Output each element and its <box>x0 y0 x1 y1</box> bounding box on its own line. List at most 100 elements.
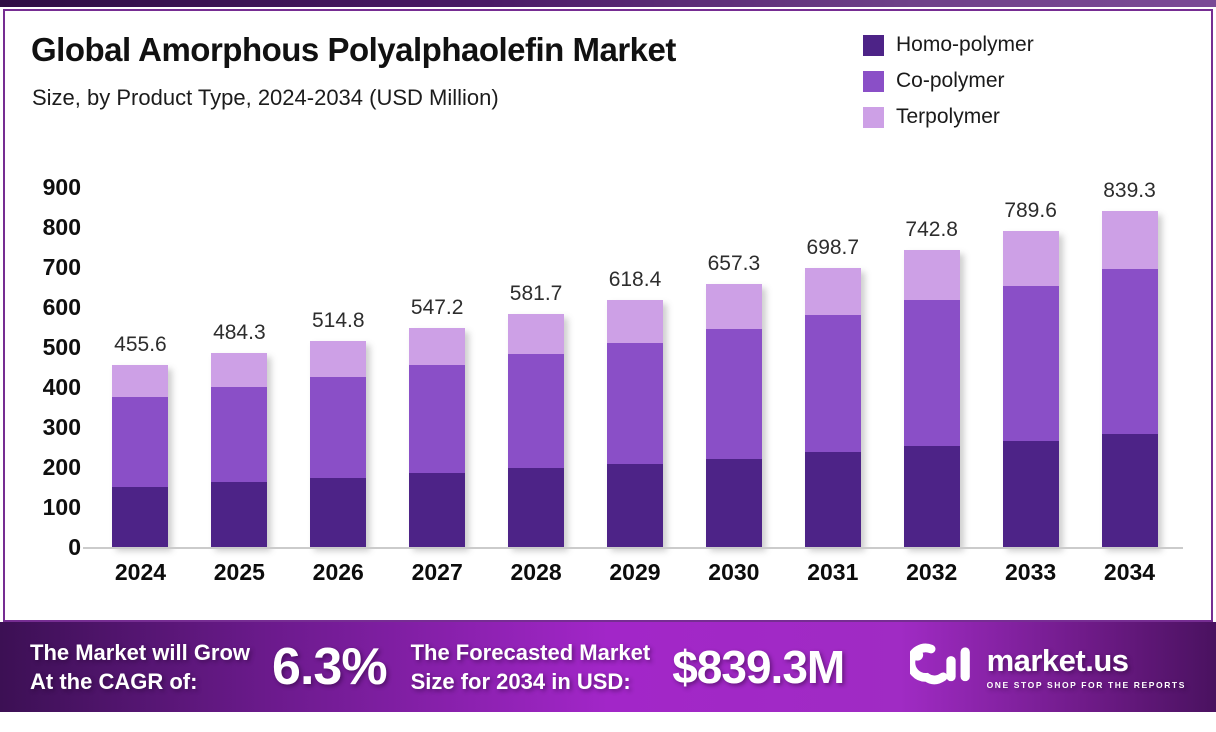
bar-segment-terpolymer <box>508 314 565 355</box>
bar-segment-co-polymer <box>508 354 565 469</box>
bar-segment-co-polymer <box>903 299 960 447</box>
cagr-label-line1: The Market will Grow <box>30 639 251 665</box>
bar-stack <box>211 353 268 547</box>
bar-total-label: 514.8 <box>311 309 365 333</box>
bar-segment-homo-polymer <box>606 463 663 547</box>
x-tick-label: 2031 <box>807 559 859 585</box>
bar-column: 742.8 <box>882 187 981 547</box>
cagr-label: The Market will Grow At the CAGR of: <box>30 638 250 696</box>
legend-item: Co-polymer <box>863 69 1034 93</box>
bar-total-label: 581.7 <box>509 282 563 306</box>
bar-column: 698.7 <box>783 187 882 547</box>
bar-total-label: 657.3 <box>707 252 761 276</box>
bar-segment-homo-polymer <box>409 473 466 547</box>
x-tick-label: 2029 <box>609 559 661 585</box>
page-title: Global Amorphous Polyalphaolefin Market <box>31 31 676 68</box>
legend: Homo-polymer Co-polymer Terpolymer <box>863 33 1034 129</box>
bar-segment-co-polymer <box>606 342 663 464</box>
bar-stack <box>409 328 466 547</box>
forecast-value: $839.3M <box>672 641 845 693</box>
bar-segment-homo-polymer <box>310 477 367 547</box>
legend-item: Homo-polymer <box>863 33 1034 57</box>
legend-item: Terpolymer <box>863 105 1034 129</box>
y-tick-label: 300 <box>42 414 81 440</box>
brand: market.us ONE STOP SHOP FOR THE REPORTS <box>909 642 1186 691</box>
bar-stack <box>112 364 169 547</box>
bar-segment-terpolymer <box>112 364 169 397</box>
bar-total-label: 742.8 <box>905 217 958 241</box>
terpolymer-swatch <box>863 106 884 128</box>
bar-segment-homo-polymer <box>112 486 169 547</box>
bar-columns: 455.6 484.3 514.8 547.2 581.7 618.4 657.3 698.7… <box>91 179 1179 547</box>
bar-segment-co-polymer <box>112 396 169 487</box>
bar-segment-homo-polymer <box>1101 433 1158 547</box>
bar-segment-homo-polymer <box>705 458 762 547</box>
y-tick-label: 500 <box>42 334 81 360</box>
legend-label: Terpolymer <box>896 105 1000 128</box>
market-us-logo-icon <box>909 643 970 685</box>
bar-total-label: 789.6 <box>1004 199 1057 223</box>
homo-polymer-swatch <box>863 34 884 56</box>
y-tick-label: 400 <box>42 374 81 400</box>
plot-area: 455.6 484.3 514.8 547.2 581.7 618.4 657.3 698.7… <box>83 179 1183 549</box>
bar-stack <box>1002 231 1059 547</box>
y-tick-label: 0 <box>68 534 81 560</box>
y-tick-label: 900 <box>42 174 81 200</box>
bar-stack <box>804 267 861 547</box>
bar-total-label: 547.2 <box>410 296 464 320</box>
bar-segment-co-polymer <box>409 365 466 473</box>
y-tick-label: 700 <box>42 254 81 280</box>
top-ribbon <box>0 0 1216 7</box>
x-axis-line <box>83 547 1183 549</box>
bar-segment-terpolymer <box>903 249 960 300</box>
x-tick-label: 2032 <box>906 559 958 585</box>
brand-name: market.us <box>986 642 1129 678</box>
bar-segment-homo-polymer <box>804 452 861 547</box>
bar-segment-co-polymer <box>310 376 367 478</box>
x-tick-label: 2025 <box>213 559 265 585</box>
bar-segment-co-polymer <box>705 329 762 459</box>
cagr-value: 6.3% <box>272 638 388 696</box>
bar-column: 581.7 <box>487 187 586 547</box>
co-polymer-swatch <box>863 70 884 92</box>
bar-column: 514.8 <box>289 187 388 547</box>
bar-segment-co-polymer <box>1101 269 1158 434</box>
footer-banner: The Market will Grow At the CAGR of: 6.3… <box>0 622 1216 712</box>
bar-column: 839.3 <box>1080 179 1179 547</box>
bar-segment-terpolymer <box>1101 211 1158 270</box>
bar-total-label: 455.6 <box>114 332 167 356</box>
brand-tagline: ONE STOP SHOP FOR THE REPORTS <box>986 679 1186 690</box>
y-tick-label: 200 <box>42 454 81 480</box>
legend-label: Co-polymer <box>896 69 1005 92</box>
forecast-label-line2: Size for 2034 in USD: <box>410 669 631 694</box>
bar-column: 547.2 <box>388 187 487 547</box>
bar-segment-terpolymer <box>409 328 466 366</box>
bar-segment-terpolymer <box>606 299 663 343</box>
x-tick-label: 2033 <box>1005 559 1057 585</box>
bar-stack <box>903 249 960 547</box>
bar-stack <box>508 314 565 547</box>
bar-segment-co-polymer <box>211 386 268 482</box>
bar-stack <box>1101 211 1158 547</box>
cagr-label-line2: At the CAGR of: <box>30 669 198 694</box>
y-axis: 0 100 200 300 400 500 600 700 800 900 <box>25 174 81 560</box>
y-tick-label: 600 <box>42 294 81 320</box>
bar-segment-terpolymer <box>804 267 861 315</box>
bar-column: 657.3 <box>684 187 783 547</box>
x-tick-label: 2026 <box>312 559 364 585</box>
x-tick-label: 2028 <box>510 559 562 585</box>
bar-column: 455.6 <box>91 187 190 547</box>
x-tick-label: 2027 <box>411 559 463 585</box>
bar-column: 618.4 <box>586 187 685 547</box>
bar-stack <box>310 341 367 547</box>
forecast-label-line1: The Forecasted Market <box>410 639 651 665</box>
bar-column: 484.3 <box>190 187 289 547</box>
x-tick-label: 2030 <box>708 559 760 585</box>
y-tick-label: 800 <box>42 214 81 240</box>
bar-segment-homo-polymer <box>903 446 960 547</box>
legend-label: Homo-polymer <box>896 33 1034 56</box>
bar-segment-terpolymer <box>1002 231 1059 286</box>
bar-total-label: 484.3 <box>213 321 266 345</box>
bar-total-label: 839.3 <box>1103 179 1156 203</box>
bar-column: 789.6 <box>981 187 1080 547</box>
